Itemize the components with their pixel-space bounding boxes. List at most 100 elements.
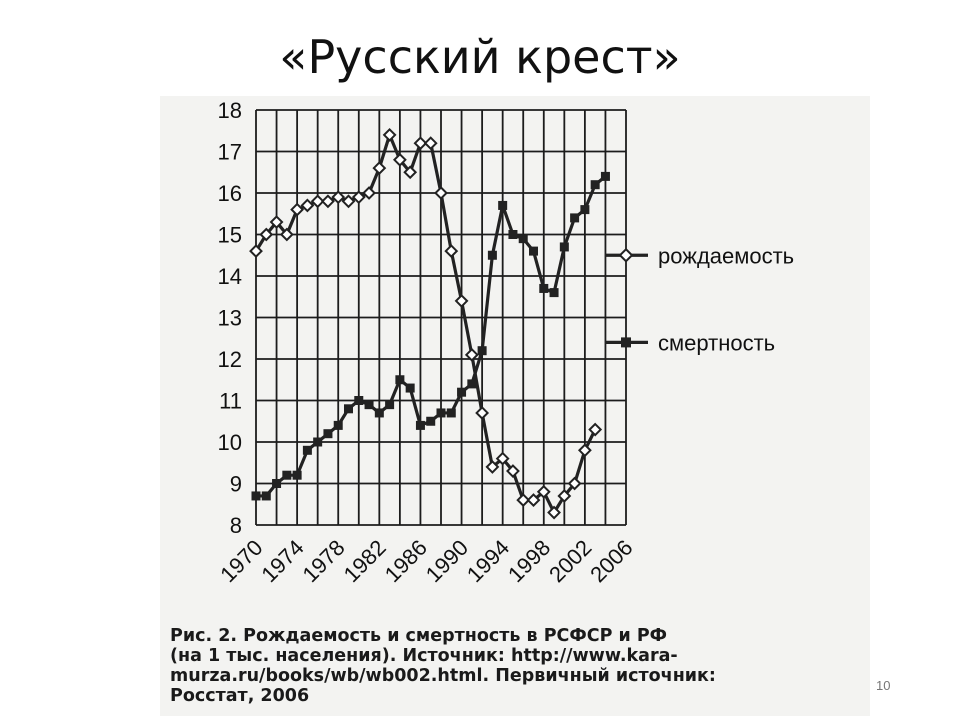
data-point-birth	[351, 190, 366, 205]
data-point-death	[302, 445, 312, 455]
data-point-death	[498, 200, 508, 210]
y-tick-label: 9	[230, 472, 242, 497]
data-point-birth	[382, 127, 397, 142]
data-point-death	[446, 408, 456, 418]
data-point-birth	[464, 347, 479, 362]
data-point-death	[374, 408, 384, 418]
y-tick-label: 18	[218, 98, 242, 123]
data-point-death	[282, 470, 292, 480]
y-tick-label: 13	[218, 306, 242, 331]
data-point-death	[457, 387, 467, 397]
x-tick-label: 1970	[215, 535, 267, 587]
y-tick-label: 15	[218, 223, 242, 248]
y-tick-label: 10	[218, 430, 242, 455]
data-point-death	[405, 383, 415, 393]
series-layer	[249, 127, 610, 520]
chart-svg: 8 9 10 11 12 13 14 15 16 17 18 19701974197819821986…	[215, 98, 794, 587]
figure-caption: Рис. 2. Рождаемость и смертность в РСФСР…	[170, 626, 860, 706]
x-tick-label: 1974	[256, 535, 308, 587]
data-point-birth	[485, 459, 500, 474]
data-point-birth	[331, 190, 346, 205]
data-point-birth	[536, 484, 551, 499]
data-point-death	[570, 213, 580, 223]
caption-line-4: Росстат, 2006	[170, 686, 310, 706]
data-point-birth	[392, 152, 407, 167]
data-point-death	[549, 288, 559, 298]
y-tick-label: 8	[230, 513, 242, 538]
y-tick-label: 17	[218, 140, 242, 165]
data-point-death	[344, 404, 353, 414]
data-point-birth	[516, 493, 531, 508]
y-tick-label: 12	[218, 347, 242, 372]
legend-label-1: рождаемость	[658, 243, 794, 268]
slide-title: «Русский крест»	[279, 30, 681, 84]
data-point-birth	[506, 464, 520, 478]
data-point-birth	[249, 244, 263, 259]
data-point-death	[272, 479, 282, 488]
x-tick-label: 1982	[339, 535, 391, 587]
data-point-birth	[362, 186, 376, 200]
chart-legend: рождаемость смертность	[605, 243, 794, 355]
data-point-death	[580, 205, 590, 215]
data-point-death	[539, 283, 549, 293]
x-tick-label: 2002	[544, 535, 596, 587]
data-point-death	[333, 420, 343, 430]
data-point-death	[559, 242, 569, 252]
data-point-birth	[372, 161, 387, 176]
x-tick-label: 2006	[585, 535, 637, 587]
data-point-death	[426, 416, 436, 426]
data-point-birth	[444, 244, 459, 259]
x-tick-label: 1998	[503, 535, 555, 587]
caption-line-2: (на 1 тыс. населения). Источник: http://…	[170, 646, 678, 666]
data-point-birth	[495, 451, 510, 466]
x-tick-label: 1994	[462, 535, 514, 587]
data-point-death	[600, 171, 610, 181]
data-point-death	[323, 429, 333, 439]
data-point-death	[251, 491, 261, 501]
grid-layer	[255, 109, 627, 526]
x-tick-label: 1990	[421, 535, 473, 587]
data-point-death	[508, 230, 518, 239]
data-point-birth	[403, 165, 418, 180]
data-point-birth	[279, 227, 294, 242]
data-point-birth	[567, 476, 582, 491]
data-point-death	[477, 346, 487, 356]
data-point-birth	[310, 194, 325, 209]
data-point-birth	[557, 489, 572, 503]
page-number: 10	[876, 678, 891, 693]
legend-marker-birth	[618, 247, 634, 263]
data-point-death	[292, 470, 302, 480]
data-point-death	[313, 437, 323, 447]
y-tick-label: 16	[218, 181, 242, 206]
data-point-death	[385, 400, 395, 410]
legend-marker-death	[621, 337, 631, 348]
data-point-birth	[269, 215, 284, 229]
data-point-birth	[475, 406, 490, 420]
data-point-birth	[526, 493, 541, 508]
chart-scan: 8 9 10 11 12 13 14 15 16 17 18 1970 1974 1978 1982 1986…	[160, 96, 870, 716]
data-point-birth	[321, 194, 335, 209]
data-point-birth	[259, 227, 274, 242]
y-tick-label: 14	[218, 264, 242, 289]
data-point-birth	[588, 422, 603, 437]
data-point-death	[261, 491, 271, 501]
data-point-birth	[454, 293, 469, 308]
data-point-birth	[577, 443, 592, 458]
data-point-death	[364, 400, 374, 410]
data-point-birth	[290, 202, 305, 217]
data-point-death	[395, 375, 405, 385]
data-point-birth	[434, 186, 448, 200]
data-point-death	[354, 396, 364, 405]
caption-line-1: Рис. 2. Рождаемость и смертность в РСФСР…	[170, 626, 668, 646]
x-tick-label: 1986	[380, 535, 432, 587]
data-point-death	[529, 246, 538, 256]
y-tick-label: 11	[219, 389, 242, 414]
data-point-death	[590, 180, 600, 190]
data-point-death	[467, 379, 477, 389]
data-point-birth	[547, 505, 561, 520]
data-point-birth	[423, 136, 438, 151]
data-point-death	[415, 420, 425, 430]
caption-line-3: murza.ru/books/wb/wb002.html. Первичный …	[170, 666, 716, 686]
data-point-birth	[300, 198, 315, 213]
data-point-death	[518, 234, 528, 244]
